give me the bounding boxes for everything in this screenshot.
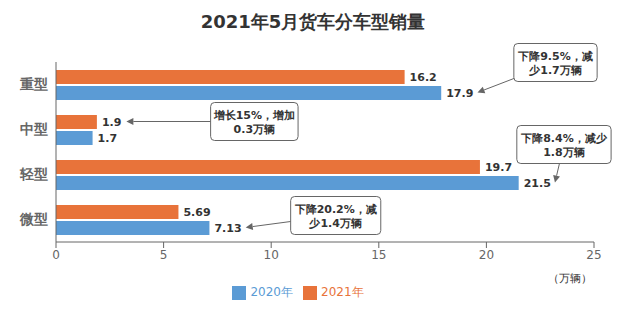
svg-text:下降8.4%，减少1.8万辆: 下降8.4%，减少1.8万辆 (520, 132, 608, 159)
svg-text:（万辆）: （万辆） (548, 272, 592, 285)
svg-text:微型: 微型 (19, 211, 48, 227)
svg-text:增长15%，增加0.3万辆: 增长15%，增加0.3万辆 (213, 109, 295, 136)
svg-text:5.69: 5.69 (183, 206, 210, 219)
svg-text:1.7: 1.7 (98, 132, 118, 145)
svg-text:0: 0 (52, 248, 60, 262)
svg-text:中型: 中型 (20, 121, 48, 137)
svg-text:7.13: 7.13 (214, 222, 241, 235)
svg-text:17.9: 17.9 (446, 87, 473, 100)
svg-text:轻型: 轻型 (19, 166, 48, 182)
svg-text:下降20.2%，减少1.4万辆: 下降20.2%，减少1.4万辆 (294, 203, 377, 230)
svg-text:20: 20 (479, 248, 494, 262)
html-text:2020年: 2020年 (250, 285, 293, 299)
html-text:2021年: 2021年 (321, 285, 364, 299)
svg-text:19.7: 19.7 (485, 161, 512, 174)
svg-text:10: 10 (264, 248, 279, 262)
svg-text:5: 5 (160, 248, 168, 262)
html-text:2021年5月货车分车型销量: 2021年5月货车分车型销量 (200, 11, 426, 32)
svg-text:16.2: 16.2 (410, 71, 437, 84)
svg-text:15: 15 (371, 248, 386, 262)
svg-text:下降9.5%，减少1.7万辆: 下降9.5%，减少1.7万辆 (517, 50, 593, 77)
svg-text:1.9: 1.9 (102, 116, 122, 129)
svg-text:重型: 重型 (19, 76, 48, 92)
svg-text:21.5: 21.5 (524, 177, 551, 190)
svg-text:25: 25 (586, 248, 601, 262)
